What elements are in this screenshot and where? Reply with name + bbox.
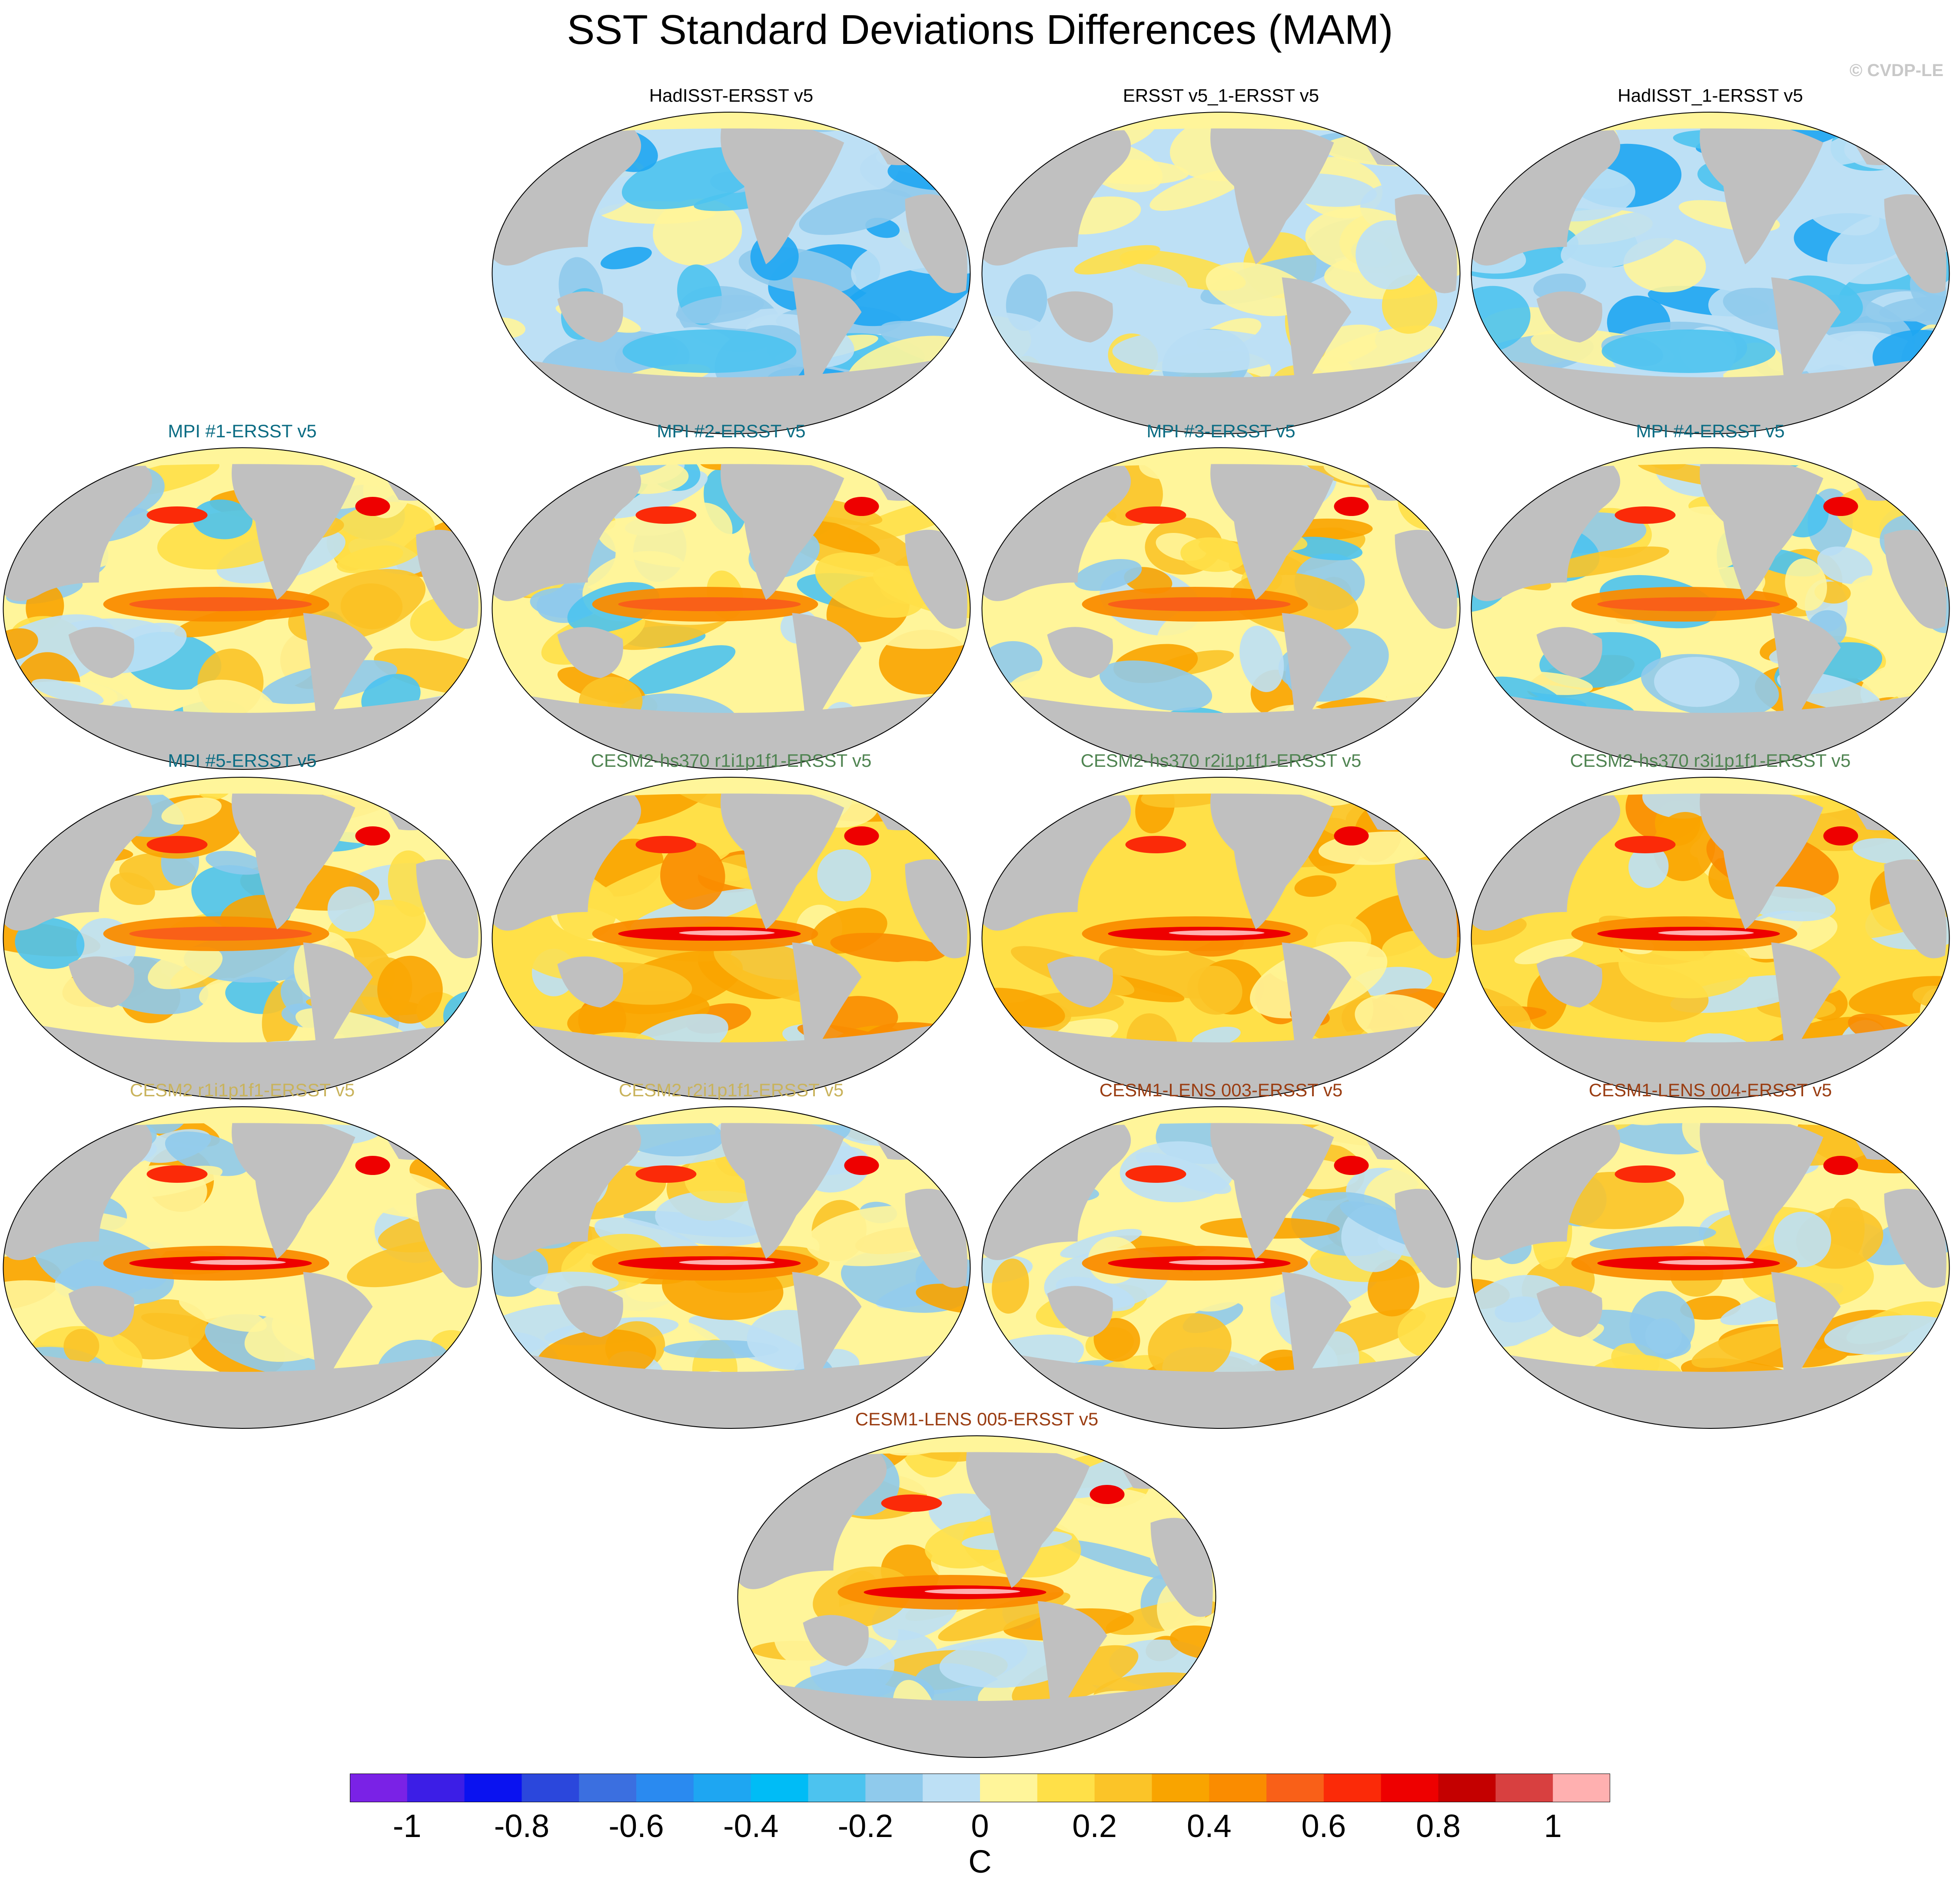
colorbar-swatch (980, 1774, 1038, 1802)
colorbar-swatch (407, 1774, 465, 1802)
map-panel: MPI #5-ERSST v5 (0, 748, 485, 1104)
panel-title: CESM2 r1i1p1f1-ERSST v5 (130, 1080, 355, 1100)
world-map (3, 777, 482, 1099)
colorbar-tick-label: 0 (971, 1808, 989, 1844)
world-map (981, 1106, 1461, 1429)
map-panel: MPI #4-ERSST v5 (1468, 418, 1953, 775)
colorbar-swatch (579, 1774, 637, 1802)
panel-title: MPI #1-ERSST v5 (168, 421, 317, 441)
colorbar (350, 1774, 1610, 1802)
world-map (737, 1435, 1216, 1758)
panel-title: ERSST v5_1-ERSST v5 (1123, 85, 1319, 106)
colorbar-tick-label: -1 (392, 1808, 422, 1844)
map-panel: CESM2-hs370 r2i1p1f1-ERSST v5 (979, 748, 1463, 1104)
panel-title: CESM1-LENS 005-ERSST v5 (855, 1409, 1099, 1429)
world-map (981, 447, 1461, 770)
colorbar-swatch (1495, 1774, 1553, 1802)
map-panel: HadISST_1-ERSST v5 (1468, 83, 1953, 439)
world-map (1471, 1106, 1950, 1429)
world-map (1471, 112, 1950, 434)
panel-title: CESM1-LENS 003-ERSST v5 (1099, 1080, 1343, 1100)
colorbar-tick-label: 0.2 (1072, 1808, 1117, 1844)
colorbar-unit-label: C (968, 1844, 992, 1880)
colorbar-swatch (1094, 1774, 1152, 1802)
colorbar-tick-label: -0.6 (608, 1808, 664, 1844)
colorbar-tick-label: 0.8 (1416, 1808, 1461, 1844)
map-panel: CESM1-LENS 004-ERSST v5 (1468, 1077, 1953, 1434)
map-panel: ERSST v5_1-ERSST v5 (979, 83, 1463, 439)
map-panel: MPI #3-ERSST v5 (979, 418, 1463, 775)
colorbar-swatch (808, 1774, 866, 1802)
world-map (3, 447, 482, 770)
colorbar-swatch (923, 1774, 980, 1802)
panel-title: MPI #2-ERSST v5 (657, 421, 806, 441)
map-panel: HadISST-ERSST v5 (489, 83, 973, 439)
panel-title: MPI #3-ERSST v5 (1146, 421, 1296, 441)
panel-title: CESM2-hs370 r3i1p1f1-ERSST v5 (1570, 750, 1851, 771)
colorbar-swatch (1323, 1774, 1382, 1802)
panel-title: HadISST_1-ERSST v5 (1618, 85, 1803, 106)
colorbar-swatch (1037, 1774, 1095, 1802)
colorbar-tick-label: 0.6 (1301, 1808, 1346, 1844)
map-panel: CESM1-LENS 005-ERSST v5 (734, 1406, 1219, 1763)
panel-title: CESM2-hs370 r1i1p1f1-ERSST v5 (591, 750, 872, 771)
colorbar-swatch (1152, 1774, 1209, 1802)
colorbar-swatch (636, 1774, 694, 1802)
colorbar-swatch (1438, 1774, 1496, 1802)
figure-title: SST Standard Deviations Differences (MAM… (567, 7, 1393, 53)
map-panel: MPI #1-ERSST v5 (0, 418, 485, 775)
colorbar-swatch (1266, 1774, 1324, 1802)
map-panel: CESM1-LENS 003-ERSST v5 (979, 1077, 1463, 1434)
colorbar-swatch (1381, 1774, 1439, 1802)
panel-title: CESM2 r2i1p1f1-ERSST v5 (618, 1080, 844, 1100)
colorbar-swatch (1553, 1774, 1610, 1802)
panel-title: CESM1-LENS 004-ERSST v5 (1588, 1080, 1832, 1100)
panel-title: HadISST-ERSST v5 (649, 85, 814, 106)
panel-title: MPI #5-ERSST v5 (168, 750, 317, 771)
colorbar-tick-label: 1 (1544, 1808, 1562, 1844)
world-map (981, 777, 1461, 1099)
world-map (1471, 777, 1950, 1099)
colorbar-tick-label: 0.4 (1186, 1808, 1232, 1844)
colorbar-tick-label: -0.4 (723, 1808, 779, 1844)
world-map (1471, 447, 1950, 770)
colorbar-tick-label: -0.8 (494, 1808, 550, 1844)
colorbar-swatch (522, 1774, 579, 1802)
world-map (492, 447, 971, 770)
world-map (492, 1106, 971, 1429)
colorbar-swatch (350, 1774, 408, 1802)
world-map (492, 777, 971, 1099)
map-panel: MPI #2-ERSST v5 (489, 418, 973, 775)
credit-label: © CVDP-LE (1849, 61, 1943, 80)
colorbar-swatch (751, 1774, 809, 1802)
panel-title: MPI #4-ERSST v5 (1636, 421, 1785, 441)
panel-title: CESM2-hs370 r2i1p1f1-ERSST v5 (1080, 750, 1362, 771)
colorbar-swatch (464, 1774, 522, 1802)
world-map (981, 112, 1461, 434)
colorbar-swatch (693, 1774, 751, 1802)
colorbar-swatch (865, 1774, 923, 1802)
map-panel: CESM2 r1i1p1f1-ERSST v5 (0, 1077, 485, 1434)
world-map (3, 1106, 482, 1429)
map-panel: CESM2 r2i1p1f1-ERSST v5 (489, 1077, 973, 1434)
world-map (492, 112, 971, 434)
map-panel: CESM2-hs370 r3i1p1f1-ERSST v5 (1468, 748, 1953, 1104)
colorbar-tick-label: -0.2 (837, 1808, 894, 1844)
colorbar-swatch (1209, 1774, 1267, 1802)
map-panel: CESM2-hs370 r1i1p1f1-ERSST v5 (489, 748, 973, 1104)
